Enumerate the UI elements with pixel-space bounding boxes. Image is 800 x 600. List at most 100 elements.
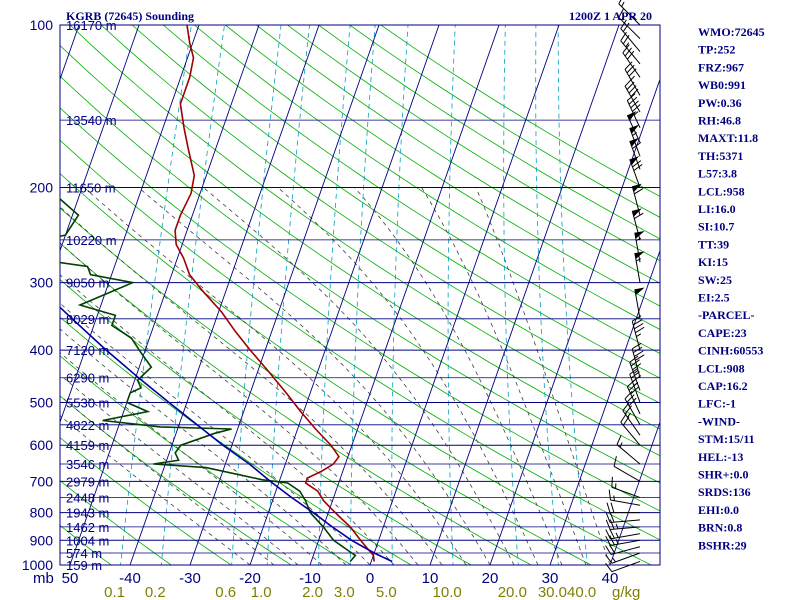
- pressure-tick-label: 400: [30, 342, 54, 358]
- index-item: TP:252: [698, 43, 735, 57]
- mixing-ratio-tick-label: 0.1: [104, 584, 125, 600]
- wind-barb: [605, 544, 641, 555]
- index-item: CAPE:23: [698, 326, 747, 340]
- chart-valid-time: 1200Z 1 APR 20: [569, 9, 652, 23]
- wind-barb-feather: [630, 359, 640, 367]
- wind-barb-half-feather: [636, 333, 642, 338]
- wind-barb: [605, 512, 641, 523]
- dewpoint-line: [60, 197, 357, 563]
- isotherm-line: [309, 25, 500, 565]
- wind-barb-half-feather: [615, 532, 619, 538]
- height-label: 3546 m: [66, 457, 109, 472]
- wind-barb-feather: [616, 434, 622, 445]
- wind-barb-feather: [634, 350, 644, 357]
- wind-barb-feather: [605, 529, 611, 540]
- saturated-adiabat-line: [138, 187, 491, 565]
- wind-barb: [616, 434, 641, 465]
- height-label: 2979 m: [66, 474, 109, 489]
- pressure-tick-label: 200: [30, 180, 54, 196]
- index-item: TT:39: [698, 237, 729, 251]
- height-label: 2448 m: [66, 491, 109, 506]
- wind-barb-feather: [611, 476, 613, 488]
- saturated-adiabat-line: [60, 274, 395, 565]
- mixing-ratio-line: [160, 25, 225, 565]
- height-label: 13540 m: [66, 113, 117, 128]
- wind-barb-shaft: [620, 421, 641, 446]
- wind-barb-flag: [629, 155, 640, 166]
- saturated-adiabat-line: [60, 302, 371, 565]
- isotherm-line: [189, 25, 380, 565]
- mixing-ratio-line: [231, 25, 282, 565]
- height-label: 11650 m: [66, 181, 116, 196]
- wind-barb-shaft: [629, 127, 641, 157]
- wind-barb-shaft: [620, 28, 641, 52]
- isotherm-line: [609, 420, 660, 565]
- wind-barb-shaft: [610, 546, 641, 555]
- wind-barb-feather: [626, 50, 635, 60]
- wind-barb-feather: [624, 390, 633, 400]
- wind-barb-half-feather: [633, 111, 639, 116]
- index-item: MAXT:11.8: [698, 131, 758, 145]
- saturated-adiabat-line: [475, 187, 611, 565]
- wind-barb-feather: [624, 405, 632, 415]
- temperature-tick-label: -20: [239, 570, 261, 587]
- wind-barb-shaft: [610, 533, 641, 540]
- wind-barb-feather: [624, 47, 632, 57]
- wind-barb-shaft: [620, 40, 641, 65]
- wind-barb-shaft: [624, 398, 641, 426]
- wind-barb-half-feather: [619, 442, 623, 448]
- wind-barb-shaft: [610, 526, 641, 530]
- wind-barb-shaft: [634, 232, 641, 263]
- wind-barb: [618, 0, 641, 26]
- wind-barb-shaft: [626, 386, 641, 415]
- wind-barb-feather: [630, 100, 639, 109]
- index-item: CINH:60553: [698, 344, 763, 358]
- wind-barb-feather: [630, 386, 639, 395]
- wind-barb: [631, 208, 644, 241]
- wind-barb-flag: [634, 287, 645, 296]
- wind-barb-shaft: [611, 552, 641, 564]
- temperature-tick-label: -10: [299, 570, 321, 587]
- saturated-adiabat-line: [84, 187, 467, 565]
- index-item: EI:2.5: [698, 291, 730, 305]
- wind-barb-feather: [632, 160, 642, 168]
- temperature-tick-label: 10: [422, 570, 439, 587]
- mixing-ratio-tick-label: 20.0: [498, 584, 527, 600]
- index-item: LI:16.0: [698, 202, 736, 216]
- saturated-adiabat-line: [277, 187, 539, 565]
- wind-barb-shaft: [629, 159, 641, 188]
- index-item: WB0:991: [698, 78, 746, 92]
- wind-barbs: [605, 0, 645, 573]
- temperature-tick-label: 0: [366, 570, 374, 587]
- wind-barb-feather: [628, 397, 637, 407]
- wind-barb-feather: [634, 212, 644, 220]
- wind-barb: [618, 8, 641, 40]
- pressure-tick-label: 1000: [22, 557, 53, 573]
- temperature-tick-label: 50: [62, 570, 79, 587]
- pressure-tick-label: 800: [30, 505, 54, 521]
- index-item: L57:3.8: [698, 167, 737, 181]
- wind-barb: [631, 315, 645, 351]
- profile-lines: [60, 25, 393, 563]
- dry-adiabat-line: [60, 107, 660, 512]
- wind-barb-shaft: [611, 486, 641, 499]
- mixing-ratio-line: [349, 25, 376, 565]
- height-label: 4822 m: [66, 418, 109, 433]
- wind-barb: [634, 287, 645, 319]
- wind-barb-shaft: [624, 69, 641, 96]
- wind-barb: [605, 519, 641, 530]
- wind-barb: [613, 456, 641, 482]
- wind-barb-feather: [622, 44, 630, 54]
- height-label: 1004 m: [66, 533, 109, 548]
- wind-barb-half-feather: [625, 42, 630, 48]
- wind-barb-feather: [630, 371, 640, 379]
- wind-barb: [608, 489, 641, 506]
- mixing-ratio-line: [503, 25, 519, 565]
- wind-barb: [605, 552, 641, 564]
- wind-barb-shaft: [629, 140, 641, 170]
- index-item: EHI:0.0: [698, 503, 739, 517]
- wind-barb-feather: [618, 8, 625, 18]
- wind-barb-half-feather: [633, 369, 639, 374]
- mixing-ratio-tick-label: 10.0: [433, 584, 462, 600]
- wind-barb-half-feather: [621, 15, 625, 21]
